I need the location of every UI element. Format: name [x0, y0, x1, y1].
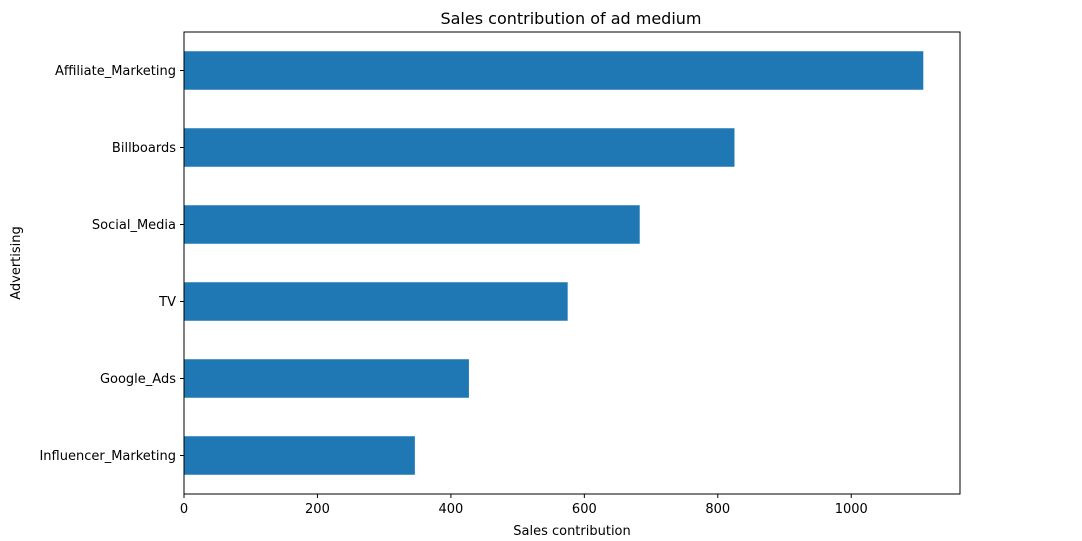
bar-affiliate-marketing — [184, 51, 924, 90]
x-tick-label: 600 — [572, 502, 597, 517]
bar-google-ads — [184, 359, 469, 398]
y-tick-label: Influencer_Marketing — [39, 449, 176, 464]
y-tick-label: Social_Media — [92, 218, 176, 233]
y-ticks-layer: Affiliate_Marketing Billboards Social_Medi… — [39, 64, 184, 464]
bar-social-media — [184, 205, 640, 244]
x-tick-label: 0 — [180, 502, 188, 517]
x-tick-label: 800 — [705, 502, 730, 517]
y-tick-label: TV — [158, 295, 176, 310]
bar-billboards — [184, 128, 735, 167]
bar-tv — [184, 282, 568, 321]
bar-influencer-marketing — [184, 436, 415, 475]
y-tick-label: Billboards — [112, 141, 176, 156]
y-tick-label: Affiliate_Marketing — [55, 64, 176, 79]
x-tick-label: 200 — [305, 502, 330, 517]
bars-layer — [184, 51, 924, 475]
x-tick-label: 1000 — [835, 502, 868, 517]
y-tick-label: Google_Ads — [100, 372, 176, 387]
chart-title: Sales contribution of ad medium — [440, 9, 701, 28]
x-ticks-layer: 0 200 400 600 800 1000 — [180, 494, 868, 517]
plot-frame — [183, 31, 961, 495]
y-axis-label: Advertising — [9, 226, 24, 300]
x-tick-label: 400 — [438, 502, 463, 517]
x-axis-label: Sales contribution — [513, 524, 631, 539]
